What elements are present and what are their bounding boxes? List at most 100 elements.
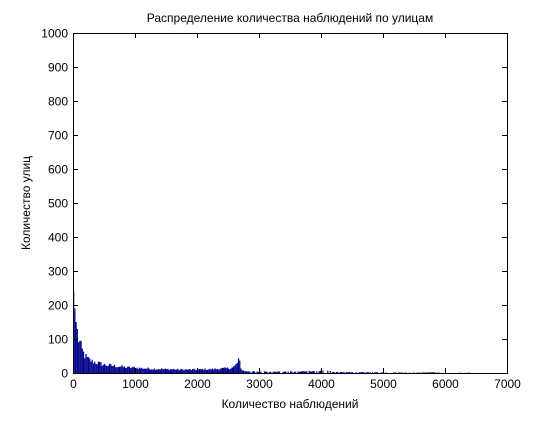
axis-ticks <box>73 33 508 374</box>
y-tick-label: 100 <box>48 333 68 347</box>
histogram-bar <box>247 371 250 373</box>
histogram-bar <box>79 341 81 373</box>
histogram-bar <box>348 372 350 373</box>
histogram-bar <box>283 371 286 373</box>
histogram-bar <box>97 361 100 373</box>
histogram-bar <box>352 372 354 373</box>
histogram-bar <box>148 368 150 373</box>
x-tick-label: 1000 <box>122 377 149 391</box>
histogram-bar <box>102 364 104 373</box>
histogram-bar <box>190 369 193 373</box>
histogram-bar <box>220 368 222 373</box>
chart-title: Распределение количества наблюдений по у… <box>147 11 433 25</box>
histogram-bar <box>312 370 314 373</box>
histogram-bar <box>237 358 240 373</box>
histogram-bar <box>137 369 139 373</box>
histogram-bar <box>395 372 397 373</box>
histogram-bar <box>273 371 276 373</box>
histogram-bar <box>303 371 305 373</box>
histogram-bar <box>87 357 90 373</box>
histogram-bar <box>113 364 116 373</box>
histogram-bar <box>77 342 80 373</box>
histogram-bar <box>380 372 382 373</box>
histogram-bar <box>107 365 109 373</box>
histogram-bar <box>282 371 284 373</box>
histogram-bar <box>201 368 204 373</box>
histogram-bar <box>285 371 287 373</box>
histogram-bar <box>91 359 93 373</box>
histogram-bar <box>299 371 302 373</box>
histogram-bar <box>244 371 246 373</box>
histogram-bar <box>74 308 76 373</box>
histogram-bar <box>195 370 197 373</box>
histogram-bar <box>178 370 180 373</box>
histogram-bar <box>164 368 166 373</box>
histogram-bar <box>234 365 236 373</box>
histogram-bar <box>218 369 220 373</box>
x-tick-label: 2000 <box>184 377 211 391</box>
histogram-bar <box>340 371 343 373</box>
histogram-bar <box>203 370 205 373</box>
histogram-bar <box>200 369 202 373</box>
histogram-bar <box>301 371 303 373</box>
histogram-bar <box>179 369 181 373</box>
histogram-bar <box>363 372 365 373</box>
x-tick-label: 3000 <box>246 377 273 391</box>
histogram-bar <box>205 370 207 373</box>
histogram-bar <box>263 371 266 373</box>
histogram-bar <box>169 369 171 373</box>
histogram-bar <box>209 368 211 373</box>
histogram-bar <box>316 371 318 373</box>
histogram-bar <box>361 372 364 373</box>
histogram-bar <box>161 368 163 373</box>
histogram-bar <box>185 369 188 373</box>
histogram-bar <box>270 371 272 373</box>
y-tick-label: 400 <box>48 231 68 245</box>
histogram-bar <box>76 329 78 373</box>
x-tick-label: 0 <box>70 377 77 391</box>
histogram-bar <box>184 369 186 373</box>
y-tick-label: 600 <box>48 163 68 177</box>
histogram-bar <box>94 361 96 373</box>
histogram-bar <box>139 368 142 373</box>
histogram-bar <box>127 366 129 373</box>
histogram-bar <box>143 368 145 373</box>
histogram-bar <box>313 371 315 373</box>
x-tick-label: 5000 <box>370 377 397 391</box>
histogram-bar <box>225 368 227 373</box>
histogram-bar <box>120 366 122 373</box>
y-tick-label: 800 <box>48 95 68 109</box>
histogram-bar <box>329 371 331 373</box>
histogram-bar <box>108 363 111 373</box>
histogram-bar <box>322 370 324 373</box>
histogram-bar <box>118 366 121 373</box>
x-tick-label: 7000 <box>494 377 521 391</box>
histogram-bar <box>306 371 308 373</box>
histogram-bar <box>229 369 231 373</box>
histogram-bar <box>309 371 312 373</box>
histogram-bar <box>89 358 91 373</box>
histogram-bar <box>136 367 138 373</box>
histogram-bar <box>170 369 173 373</box>
histogram-bar <box>427 372 429 373</box>
histogram-bar <box>99 361 101 373</box>
histogram-bar <box>268 371 271 373</box>
histogram-bar <box>278 371 281 373</box>
histogram-bar <box>158 369 160 373</box>
histogram-bar <box>92 363 95 373</box>
histogram-bar <box>302 371 304 373</box>
histogram-bar <box>177 368 179 373</box>
histogram-bar <box>368 372 370 373</box>
histogram-bar <box>133 367 135 373</box>
histogram-bar <box>147 367 149 373</box>
histogram-bar <box>230 368 232 373</box>
histogram-bar <box>430 372 432 373</box>
histogram-bar <box>224 367 226 373</box>
histogram-bar <box>432 372 434 373</box>
histogram-bar <box>359 372 361 373</box>
histogram-bar <box>266 371 268 373</box>
histogram-bar <box>151 369 153 373</box>
histogram-bar <box>75 322 77 373</box>
histogram-bar <box>226 367 228 373</box>
